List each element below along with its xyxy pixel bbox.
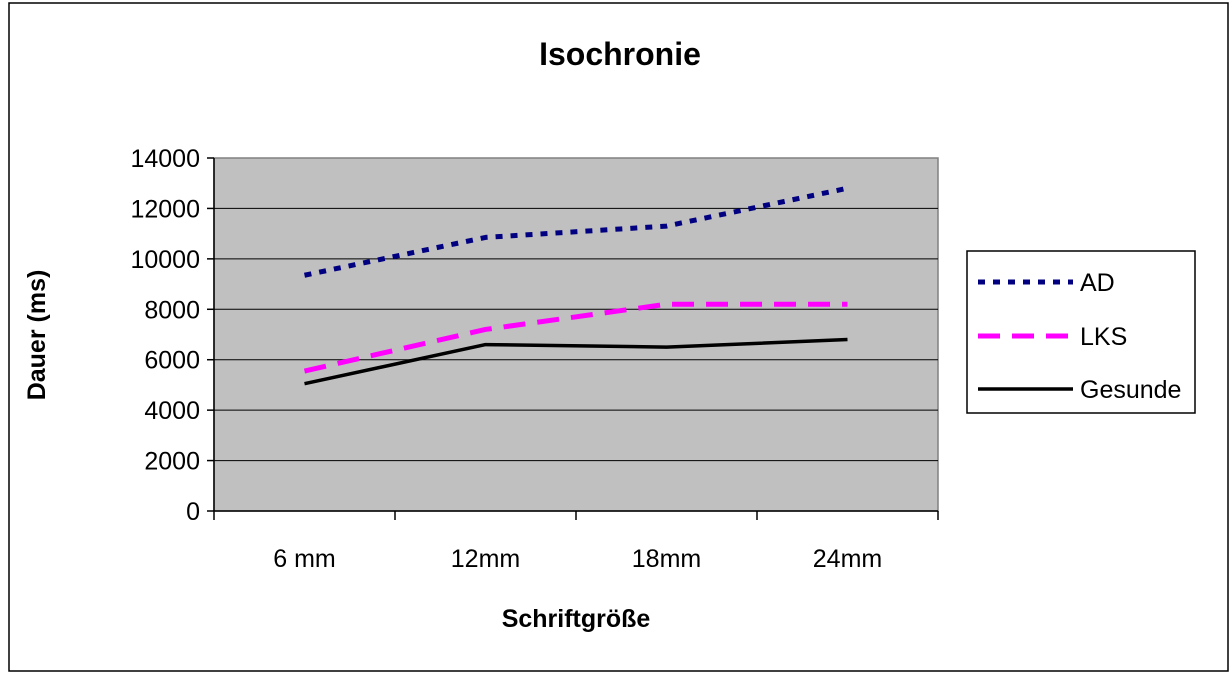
legend-label-gesunde: Gesunde [1080,376,1181,404]
y-tick-label: 12000 [130,195,200,223]
y-axis-title: Dauer (ms) [23,270,51,401]
y-tick-label: 8000 [144,296,200,324]
y-tick-label: 4000 [144,397,200,425]
x-tick-labels: 6 mm 12mm 18mm 24mm [273,545,882,573]
y-tick-label: 10000 [130,246,200,274]
series-line-lks [303,301,848,374]
series-lines [303,185,849,386]
legend-label-ad: AD [1080,269,1115,297]
x-axis-title: Schriftgröße [502,605,651,633]
legend-box [966,250,1196,414]
y-tick-label: 0 [186,498,200,526]
y-tick-label: 6000 [144,347,200,375]
y-tick-labels: 0 2000 4000 6000 8000 10000 12000 14000 [130,145,200,526]
x-tick-label: 6 mm [273,545,336,573]
series-line-ad [303,185,849,278]
chart-title: Isochronie [539,36,701,72]
series-line-gesunde [304,337,848,386]
x-tick-label: 12mm [451,545,520,573]
y-tick-label: 14000 [130,145,200,173]
axes [207,157,939,520]
x-tick-label: 18mm [632,545,701,573]
legend-label-lks: LKS [1080,323,1127,351]
legend: AD LKS Gesunde [966,250,1196,414]
gridlines [214,207,938,462]
y-tick-label: 2000 [144,448,200,476]
plot-area [213,157,939,512]
x-tick-label: 24mm [813,545,882,573]
